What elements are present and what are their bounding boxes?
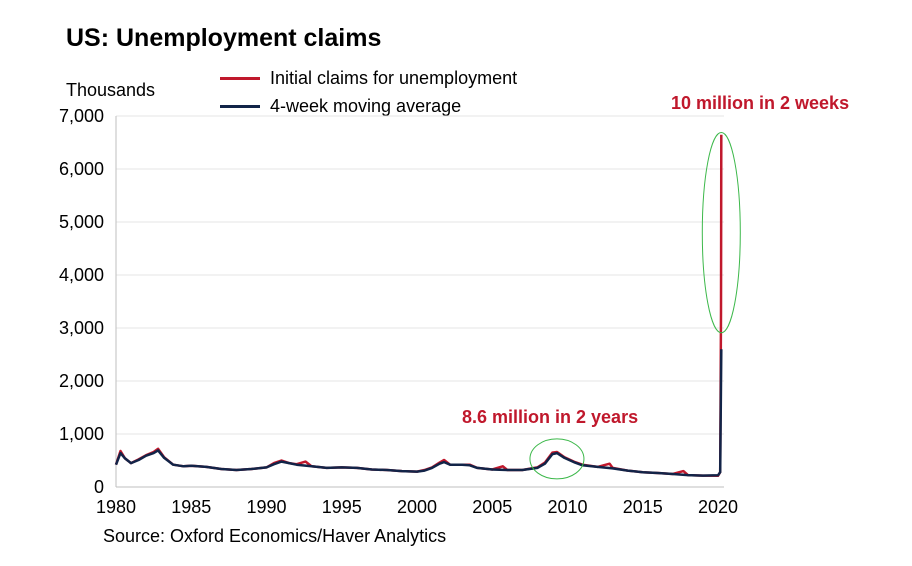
legend-label-initial-claims: Initial claims for unemployment xyxy=(270,67,518,88)
y-tick-label: 2,000 xyxy=(59,371,104,391)
x-tick-label: 1985 xyxy=(171,497,211,517)
x-tick-label: 2005 xyxy=(472,497,512,517)
chart-title: US: Unemployment claims xyxy=(66,24,382,52)
annotation-8-6-million: 8.6 million in 2 years xyxy=(462,407,639,427)
x-tick-label: 1990 xyxy=(246,497,286,517)
x-tick-label: 2020 xyxy=(698,497,738,517)
y-tick-label: 5,000 xyxy=(59,212,104,232)
series-lines xyxy=(114,134,723,478)
legend-swatch-initial-claims xyxy=(220,76,260,80)
x-tick-label: 2010 xyxy=(547,497,587,517)
highlights xyxy=(529,132,741,480)
gridlines xyxy=(116,115,724,435)
y-axis-label: Thousands xyxy=(66,80,156,100)
y-tick-label: 7,000 xyxy=(59,106,104,126)
y-tick-label: 1,000 xyxy=(59,424,104,444)
x-tick-label: 1980 xyxy=(96,497,136,517)
x-tick-label: 2000 xyxy=(397,497,437,517)
annotation-10-million: 10 million in 2 weeks xyxy=(671,93,850,113)
y-tick-label: 0 xyxy=(94,477,104,497)
legend-item-initial-claims: Initial claims for unemployment xyxy=(220,64,517,92)
highlight-ellipse-2020 xyxy=(701,132,741,334)
legend-swatch-moving-average xyxy=(220,104,260,108)
x-tick-label: 1995 xyxy=(322,497,362,517)
x-tick-labels: 1980 1985 1990 1995 2000 2005 2010 2015 2020 xyxy=(96,497,738,517)
y-tick-labels: 0 1,000 2,000 3,000 4,000 5,000 6,000 7,000 xyxy=(59,106,104,497)
y-tick-label: 4,000 xyxy=(59,265,104,285)
legend: Initial claims for unemployment 4-week m… xyxy=(220,64,517,120)
source-note: Source: Oxford Economics/Haver Analytics xyxy=(103,526,447,546)
x-tick-label: 2015 xyxy=(623,497,663,517)
series-line-moving-average xyxy=(114,349,723,477)
axes xyxy=(115,116,724,488)
legend-item-moving-average: 4-week moving average xyxy=(220,92,517,120)
y-tick-label: 3,000 xyxy=(59,318,104,338)
legend-label-moving-average: 4-week moving average xyxy=(270,95,462,116)
y-tick-label: 6,000 xyxy=(59,159,104,179)
highlight-ellipse-2009 xyxy=(529,438,585,480)
